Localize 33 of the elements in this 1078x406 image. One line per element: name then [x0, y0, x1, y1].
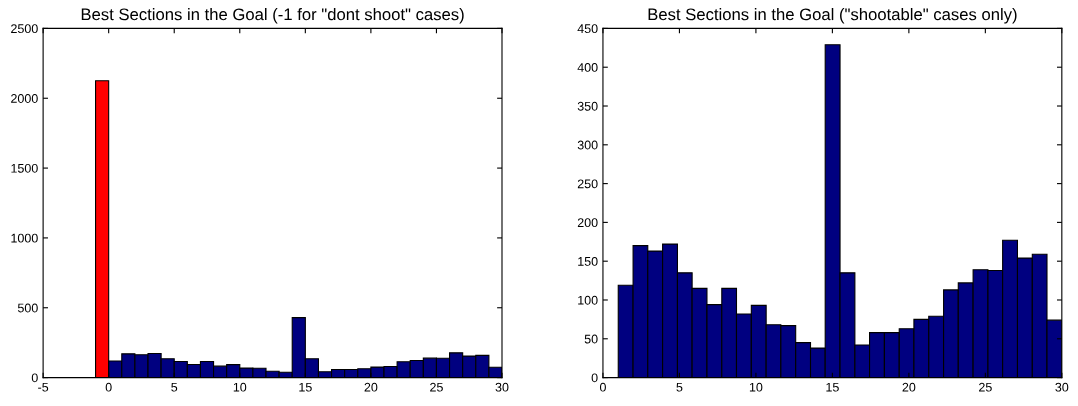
chart-title: Best Sections in the Goal ("shootable" cases only) — [648, 8, 1017, 24]
y-tick-label: 2000 — [11, 94, 38, 103]
y-tick-label: 250 — [577, 179, 598, 189]
x-tick-label: 25 — [979, 382, 992, 392]
y-tick-label: 1500 — [11, 163, 38, 173]
x-tick-label: 5 — [676, 382, 683, 392]
x-tick-label: 30 — [1055, 382, 1069, 392]
y-tick-label: 300 — [577, 140, 598, 150]
y-tick-label: 400 — [577, 63, 598, 72]
x-tick-label: -5 — [38, 382, 49, 392]
y-tick-label: 100 — [578, 295, 598, 305]
x-tick-label: 10 — [233, 382, 247, 392]
x-tick-label: 25 — [430, 382, 443, 392]
x-tick-label: 15 — [826, 382, 839, 392]
x-tick-label: 0 — [599, 382, 606, 392]
x-tick-label: 20 — [902, 382, 916, 392]
chart-title: Best Sections in the Goal (-1 for "dont shoot" cases) — [81, 8, 464, 24]
x-tick-label: 30 — [495, 382, 509, 392]
y-tick-label: 0 — [591, 373, 598, 383]
y-tick-label: 450 — [577, 24, 598, 34]
x-tick-label: 15 — [299, 382, 312, 392]
y-tick-label: 0 — [31, 373, 38, 383]
y-tick-label: 50 — [584, 334, 598, 344]
y-tick-label: 350 — [577, 101, 598, 111]
x-tick-label: 10 — [749, 382, 763, 392]
y-tick-label: 200 — [577, 218, 598, 228]
y-tick-label: 2500 — [11, 24, 38, 34]
y-tick-label: 500 — [17, 303, 38, 313]
x-tick-label: 0 — [105, 382, 112, 392]
y-tick-label: 150 — [578, 256, 598, 266]
x-tick-label: 20 — [364, 382, 378, 392]
y-tick-label: 1000 — [11, 233, 38, 243]
x-tick-label: 5 — [171, 382, 178, 392]
